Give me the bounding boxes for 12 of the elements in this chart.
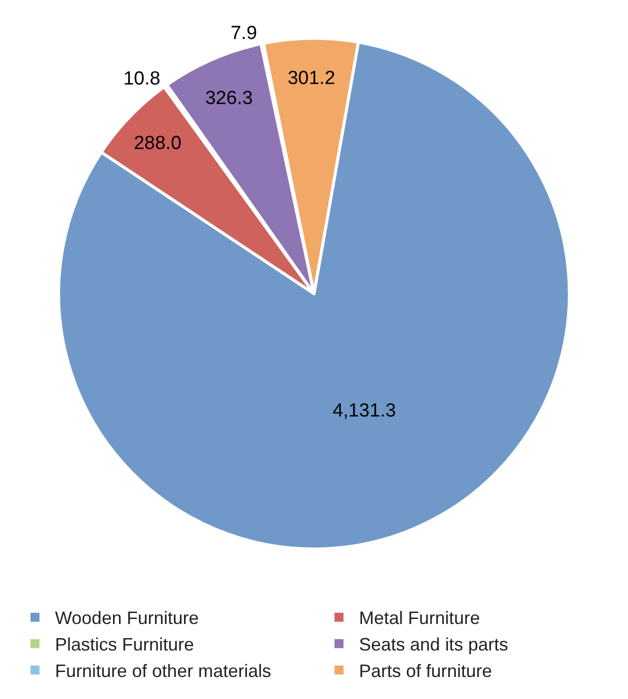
data-label: 4,131.3 — [332, 400, 396, 422]
data-label: 288.0 — [134, 132, 182, 154]
legend-label: Metal Furniture — [359, 608, 480, 628]
data-label: 7.9 — [230, 22, 258, 44]
legend-label: Parts of furniture — [359, 661, 492, 682]
data-label: 10.8 — [123, 68, 160, 90]
legend-label: Plastics Furniture — [55, 634, 194, 655]
data-label: 301.2 — [288, 68, 336, 89]
legend-label: Wooden Furniture — [55, 608, 199, 628]
legend-label: Seats and its parts — [359, 634, 508, 655]
data-label: 326.3 — [205, 88, 253, 110]
legend-label: Furniture of other materials — [55, 661, 272, 682]
